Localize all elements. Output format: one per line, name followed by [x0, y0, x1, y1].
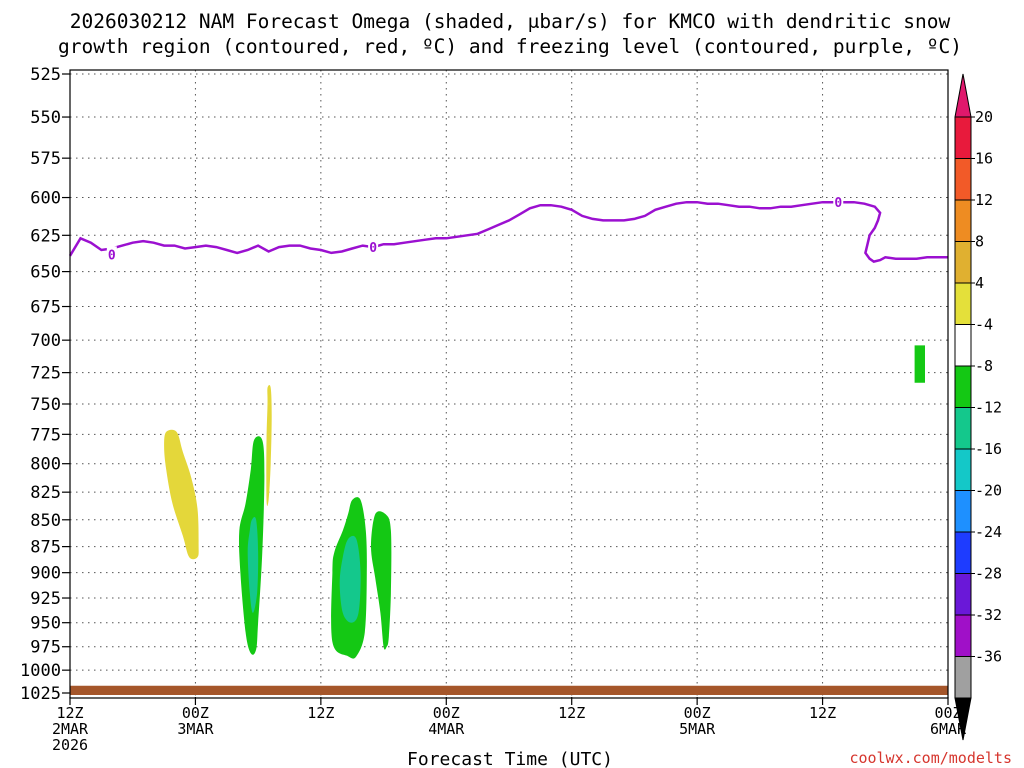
x-tick-label: 00Z — [433, 704, 460, 722]
freezing-label-box — [106, 246, 117, 262]
y-tick-label: 925 — [30, 589, 61, 609]
colorbar-label: 8 — [975, 233, 984, 251]
colorbar-segment — [954, 490, 972, 533]
grid — [69, 70, 949, 698]
y-tick-label: 1000 — [20, 661, 61, 681]
x-axis-title: Forecast Time (UTC) — [407, 749, 613, 768]
freezing-label: 0 — [369, 241, 377, 256]
x-tick-label: 00Z — [182, 704, 209, 722]
y-tick-label: 1025 — [20, 684, 61, 704]
colorbar-segment — [954, 573, 972, 616]
x-tick-label: 5MAR — [679, 720, 716, 738]
colorbar-segment — [954, 241, 972, 284]
freezing-label-box — [833, 194, 844, 210]
omega-negative-4-c — [371, 511, 392, 650]
colorbar-segment — [954, 448, 972, 491]
y-tick-label: 900 — [30, 564, 61, 584]
colorbar-bottom-arrow — [954, 697, 972, 741]
y-tick-label: 975 — [30, 638, 61, 658]
x-tick-label: 00Z — [684, 704, 711, 722]
colorbar-label: -24 — [975, 523, 1002, 541]
freezing-level-labels: 0 0 0 — [106, 194, 844, 263]
y-tick-label: 625 — [30, 226, 61, 246]
y-tick-label: 550 — [30, 108, 61, 128]
colorbar-segment — [954, 158, 972, 201]
x-tick-label: 2MAR — [52, 720, 89, 738]
colorbar-segment — [954, 199, 972, 242]
y-axis: 525 550 575 600 625 650 675 700 725 750 775 800 825 8… — [20, 65, 70, 704]
x-tick-label: 2026 — [52, 736, 88, 754]
colorbar-segment — [954, 282, 972, 325]
y-tick-label: 525 — [30, 65, 61, 85]
terrain-surface — [70, 685, 948, 695]
colorbar-label: -4 — [975, 316, 993, 334]
omega-negative-8-a — [247, 516, 259, 613]
omega-shaded-regions — [164, 345, 925, 659]
colorbar-label: 4 — [975, 274, 984, 292]
y-tick-label: 850 — [30, 511, 61, 531]
x-tick-label: 6MAR — [930, 720, 967, 738]
omega-positive-4 — [164, 429, 199, 560]
freezing-label-box — [368, 239, 379, 255]
colorbar-segment — [954, 531, 972, 574]
colorbar-label: -12 — [975, 399, 1002, 417]
colorbar-label: 12 — [975, 191, 993, 209]
colorbar-label: 16 — [975, 150, 993, 168]
x-tick-label: 12Z — [809, 704, 836, 722]
x-tick-label: 4MAR — [428, 720, 465, 738]
omega-positive-4-thin — [266, 384, 272, 507]
plot-frame — [69, 69, 949, 699]
x-tick-label: 12Z — [56, 704, 83, 722]
colorbar-segment — [954, 656, 972, 699]
colorbar-segment — [954, 365, 972, 408]
y-tick-label: 700 — [30, 331, 61, 351]
colorbar-label: -16 — [975, 440, 1002, 458]
y-tick-label: 775 — [30, 425, 61, 445]
y-tick-label: 650 — [30, 263, 61, 283]
x-tick-label: 12Z — [307, 704, 334, 722]
omega-negative-4-d — [914, 345, 925, 383]
y-tick-label: 750 — [30, 395, 61, 415]
credit-text: coolwx.com/modelts — [849, 749, 1012, 767]
freezing-level-contour — [68, 200, 948, 263]
colorbar-label: -8 — [975, 357, 993, 375]
chart-title-line-2: growth region (contoured, red, ºC) and f… — [58, 35, 962, 58]
chart-title-line-1: 2026030212 NAM Forecast Omega (shaded, μ… — [70, 10, 951, 33]
y-tick-label: 950 — [30, 614, 61, 634]
x-tick-label: 12Z — [558, 704, 585, 722]
colorbar-segment — [954, 324, 972, 367]
x-tick-label: 00Z — [934, 704, 961, 722]
colorbar-label: 20 — [975, 108, 993, 126]
colorbar: 20 16 12 8 4 -4 -8 -12 -16 -20 -24 -28 -32 -36 — [954, 73, 1002, 741]
colorbar-label: -32 — [975, 606, 1002, 624]
colorbar-label: -36 — [975, 648, 1002, 666]
y-tick-label: 800 — [30, 455, 61, 475]
y-tick-label: 575 — [30, 149, 61, 169]
colorbar-label: -20 — [975, 482, 1002, 500]
omega-negative-8-b — [339, 535, 361, 623]
y-tick-label: 725 — [30, 364, 61, 384]
colorbar-segment — [954, 614, 972, 657]
y-tick-label: 600 — [30, 189, 61, 209]
y-tick-label: 825 — [30, 483, 61, 503]
freezing-label: 0 — [834, 196, 842, 211]
colorbar-segment — [954, 407, 972, 450]
colorbar-label: -28 — [975, 565, 1002, 583]
y-tick-label: 875 — [30, 538, 61, 558]
y-tick-label: 675 — [30, 298, 61, 318]
x-tick-label: 3MAR — [177, 720, 214, 738]
colorbar-segment — [954, 116, 972, 159]
freezing-label: 0 — [108, 248, 116, 263]
